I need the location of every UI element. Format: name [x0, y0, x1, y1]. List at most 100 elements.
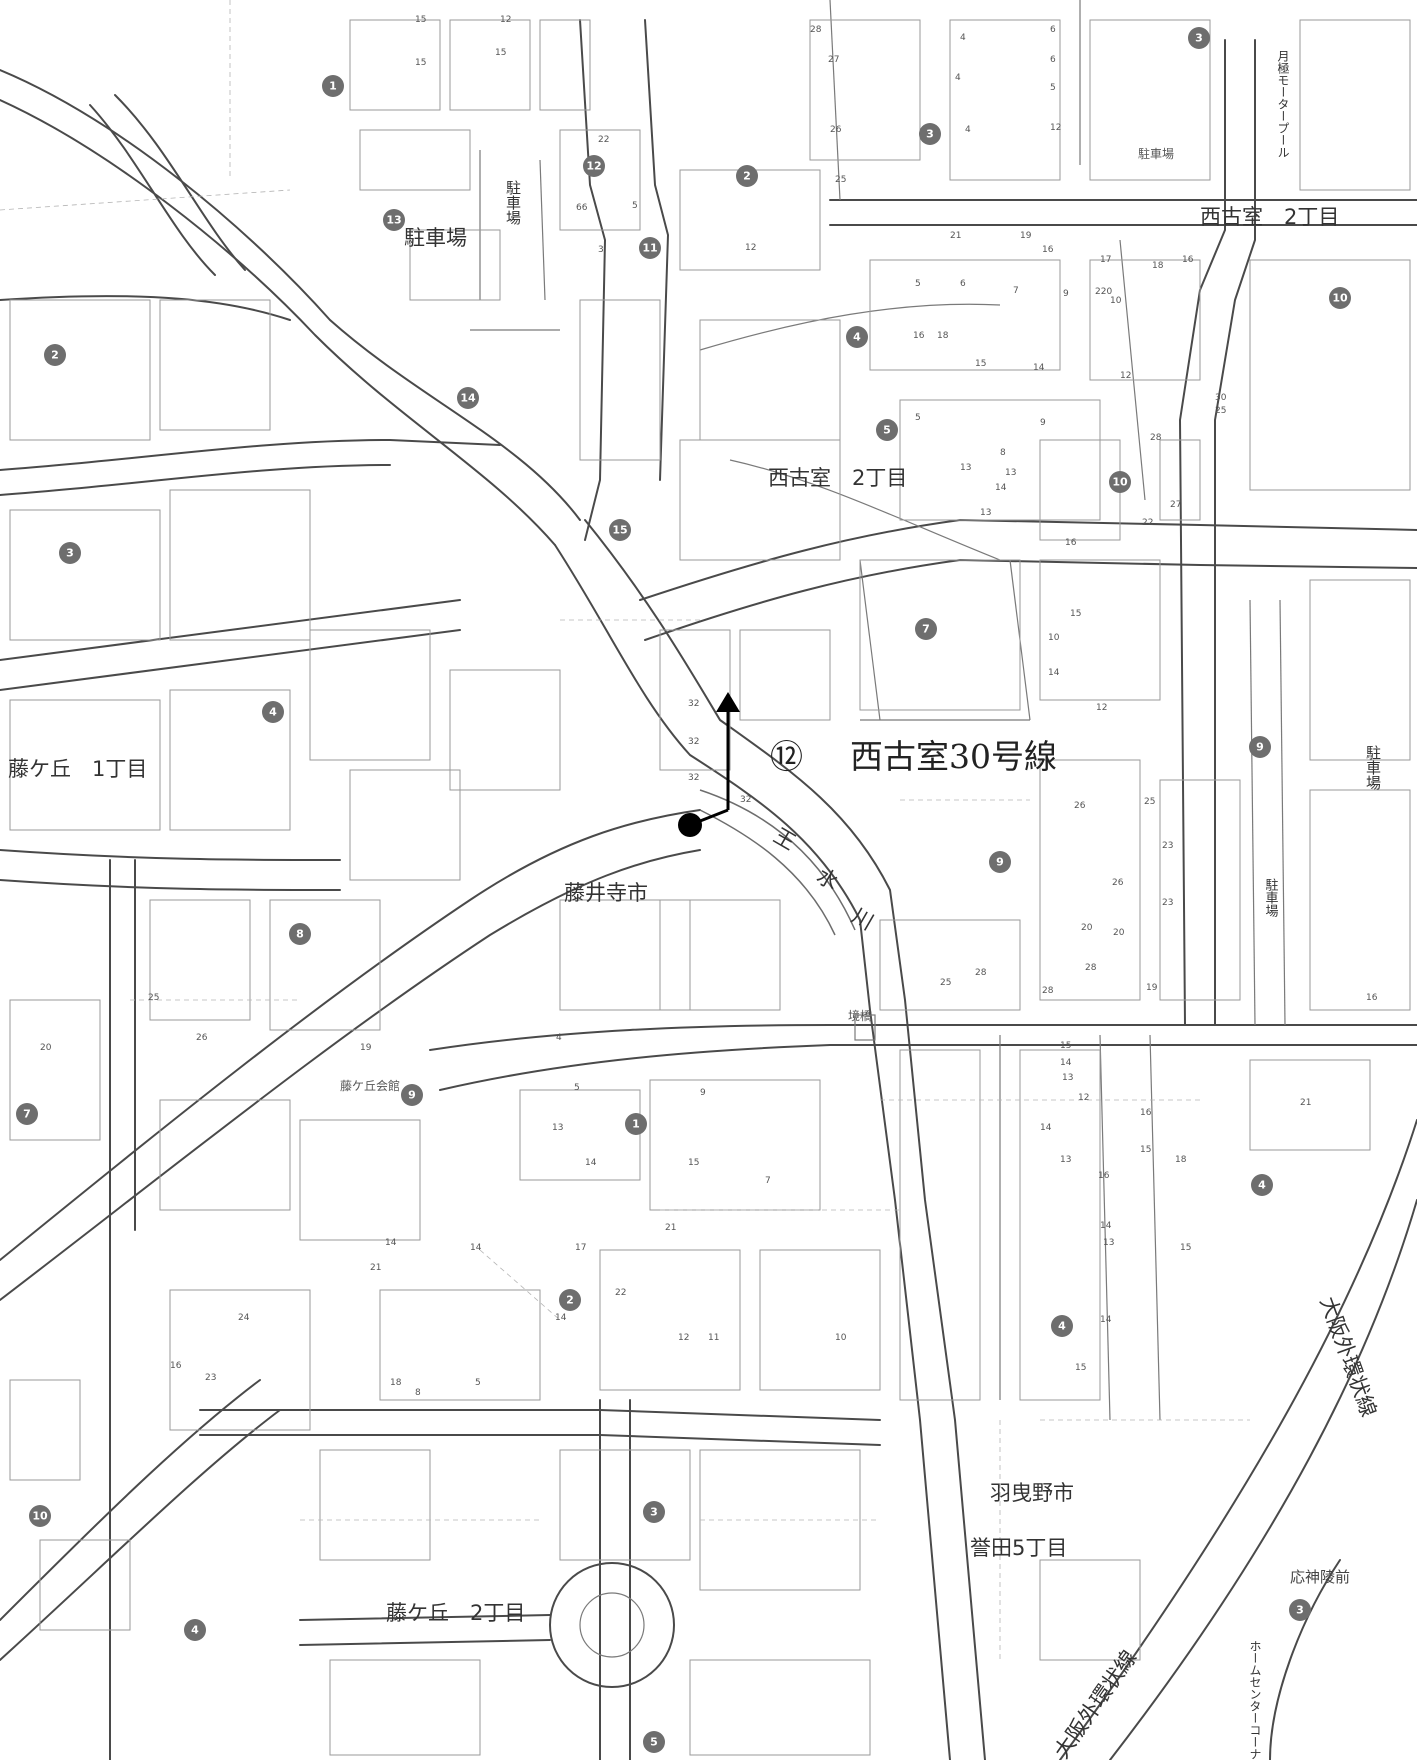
block-badge: 2 [736, 165, 758, 187]
lot-number: 13 [1062, 1073, 1073, 1083]
lot-number: 25 [148, 993, 159, 1003]
block-badge-number: 14 [460, 392, 476, 405]
lot-number: 13 [552, 1123, 563, 1133]
lot-number: 32 [688, 737, 699, 747]
block-badge: 4 [262, 701, 284, 723]
block-badge: 8 [289, 923, 311, 945]
block-badge-number: 10 [1332, 292, 1348, 305]
lot-number: 20 [1081, 923, 1093, 933]
block-badge: 2 [44, 344, 66, 366]
lot-number: 6 [1050, 25, 1056, 35]
lot-number: 18 [390, 1378, 402, 1388]
lot-number: 6 [960, 279, 966, 289]
block-badge-number: 3 [66, 547, 74, 560]
block-badge-number: 9 [408, 1089, 416, 1102]
block-badge-number: 3 [650, 1506, 658, 1519]
lot-number: 32 [740, 795, 751, 805]
area-label-fujigaoka-1: 藤ケ丘 1丁目 [8, 757, 147, 781]
block-badge-number: 3 [926, 128, 934, 141]
block-badge: 3 [643, 1501, 665, 1523]
lot-number: 14 [1040, 1123, 1052, 1133]
block-badge-number: 8 [296, 928, 304, 941]
block-badge: 9 [401, 1084, 423, 1106]
block-badge-number: 2 [743, 170, 751, 183]
lot-number: 16 [1098, 1171, 1110, 1181]
lot-number: 9 [1063, 289, 1069, 299]
lot-number: 17 [1100, 255, 1111, 265]
lot-number: 19 [1146, 983, 1158, 993]
parking-label-vertical-3: 駐車場 [1263, 878, 1279, 917]
lot-number: 28 [1150, 433, 1162, 443]
lot-number: 7 [1013, 286, 1019, 296]
block-badge-number: 2 [566, 1294, 574, 1307]
lot-number: 25 [940, 978, 951, 988]
block-badge: 7 [16, 1103, 38, 1125]
lot-number: 15 [1180, 1243, 1191, 1253]
lot-number: 25 [1215, 406, 1226, 416]
lot-number: 21 [370, 1263, 381, 1273]
lot-number: 26 [1112, 878, 1124, 888]
lot-number: 12 [1096, 703, 1107, 713]
lot-number: 14 [1033, 363, 1045, 373]
lot-number: 15 [688, 1158, 699, 1168]
lot-number: 5 [475, 1378, 481, 1388]
block-badge: 14 [457, 387, 479, 409]
lot-number: 22 [598, 135, 609, 145]
lot-number: 16 [1182, 255, 1194, 265]
lot-number: 4 [960, 33, 966, 43]
lot-number: 4 [556, 1033, 562, 1043]
block-badge: 4 [846, 326, 868, 348]
parking-label-vertical-2: 駐車場 [1364, 745, 1382, 790]
block-badge: 3 [59, 542, 81, 564]
lot-number: 16 [1140, 1108, 1152, 1118]
block-badge-number: 10 [1112, 476, 1128, 489]
block-badge: 4 [1251, 1174, 1273, 1196]
block-badge: 13 [383, 209, 405, 231]
lot-number: 4 [955, 73, 961, 83]
lot-number: 14 [385, 1238, 397, 1248]
block-badge-number: 15 [612, 524, 627, 537]
lot-number: 32 [688, 773, 699, 783]
lot-number: 11 [708, 1333, 719, 1343]
lot-number: 28 [975, 968, 987, 978]
block-badge: 1 [322, 75, 344, 97]
parking-label-small-top: 駐車場 [1138, 146, 1174, 161]
lot-number: 21 [1300, 1098, 1311, 1108]
block-badge: 2 [559, 1289, 581, 1311]
lot-number: 14 [470, 1243, 482, 1253]
place-label-habikino-city: 羽曳野市 [990, 1481, 1074, 1505]
lot-number: 13 [980, 508, 991, 518]
lot-number: 26 [1074, 801, 1086, 811]
route-label: 西古室30号線 [850, 737, 1057, 776]
highway-label-1: 大阪外環状線 [1315, 1294, 1381, 1421]
lot-number: 14 [555, 1313, 567, 1323]
lot-number: 24 [238, 1313, 250, 1323]
lot-number: 13 [1103, 1238, 1114, 1248]
lot-lines [0, 0, 1250, 1660]
lot-number: 21 [950, 231, 961, 241]
lot-number: 19 [1020, 231, 1032, 241]
block-badge-number: 12 [586, 160, 601, 173]
lot-number: 15 [975, 359, 986, 369]
lot-number: 23 [1162, 841, 1173, 851]
block-badge-number: 11 [642, 242, 657, 255]
lot-number: 13 [1060, 1155, 1071, 1165]
home-center-label: ホームセンターコーナン羽曳野店 [1248, 1640, 1262, 1760]
lot-number: 18 [1152, 261, 1164, 271]
block-badge-number: 4 [853, 331, 861, 344]
block-badge-number: 4 [191, 1624, 199, 1637]
area-label-homuta-5: 誉田5丁目 [970, 1536, 1067, 1560]
lot-number: 9 [700, 1088, 706, 1098]
block-badge: 15 [609, 519, 631, 541]
lot-number: 22 [1142, 518, 1153, 528]
lot-number: 12 [678, 1333, 689, 1343]
lot-number: 28 [1042, 986, 1054, 996]
lot-number: 15 [1060, 1041, 1071, 1051]
parking-label-vertical-1: 駐車場 [504, 180, 522, 225]
block-badge-number: 3 [1195, 32, 1203, 45]
lot-number: 12 [1120, 371, 1131, 381]
lot-number: 22 [615, 1288, 626, 1298]
